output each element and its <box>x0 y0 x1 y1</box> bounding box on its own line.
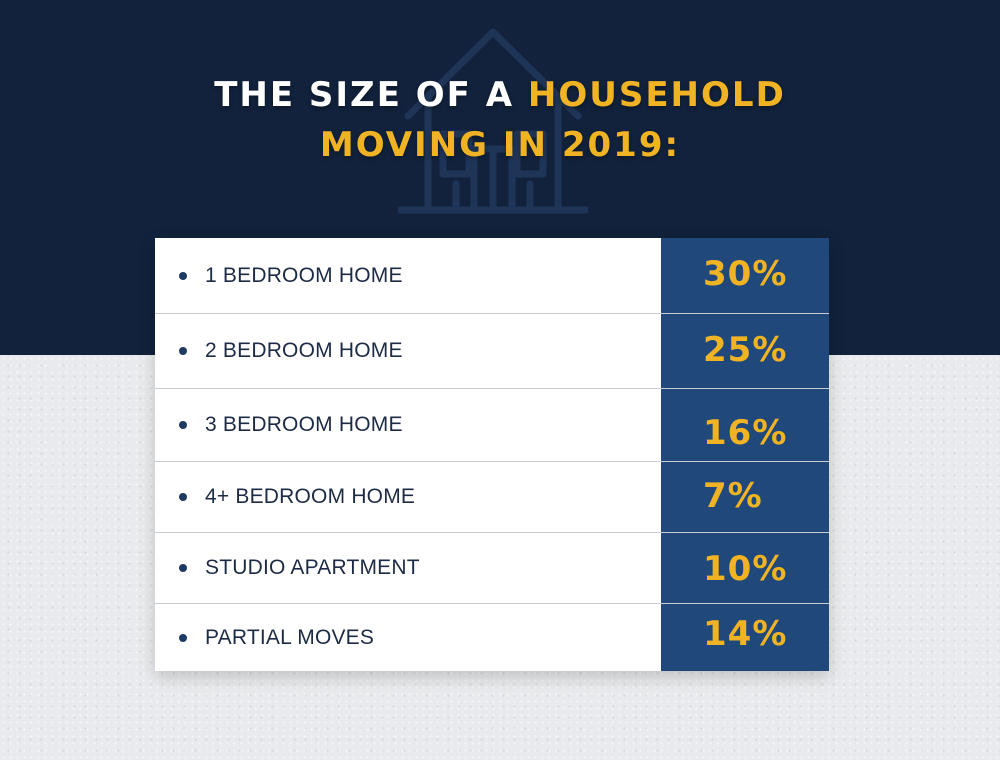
row-value: 16% <box>703 413 788 453</box>
bullet-dot-icon <box>179 421 187 429</box>
row-label-cell: PARTIAL MOVES <box>155 604 661 671</box>
bullet-dot-icon <box>179 564 187 572</box>
row-value: 14% <box>703 614 788 654</box>
bullet-dot-icon <box>179 493 187 501</box>
table-row: PARTIAL MOVES 14% <box>155 604 829 671</box>
row-label: PARTIAL MOVES <box>205 625 375 649</box>
row-value: 10% <box>703 549 788 589</box>
row-label-cell: STUDIO APARTMENT <box>155 533 661 603</box>
row-label-cell: 3 BEDROOM HOME <box>155 389 661 461</box>
row-value: 25% <box>703 330 788 370</box>
row-label-cell: 1 BEDROOM HOME <box>155 238 661 313</box>
row-value-cell: 25% <box>661 314 829 388</box>
row-value: 7% <box>703 476 763 516</box>
bullet-dot-icon <box>179 271 187 280</box>
title-line-2: MOVING IN 2019: <box>319 125 681 165</box>
title-part-white: THE SIZE OF A <box>214 75 515 115</box>
row-label-cell: 2 BEDROOM HOME <box>155 314 661 388</box>
title-part-gold: HOUSEHOLD <box>527 75 786 115</box>
household-size-table: 1 BEDROOM HOME 30% 2 BEDROOM HOME 25% 3 BEDR… <box>155 238 829 671</box>
house-outline-icon <box>398 28 588 214</box>
table-row: STUDIO APARTMENT 10% <box>155 533 829 604</box>
row-value-cell: 14% <box>661 604 829 671</box>
row-value: 30% <box>703 254 788 294</box>
page-title: THE SIZE OF A HOUSEHOLD MOVING IN 2019: <box>0 70 1000 170</box>
row-label: 4+ BEDROOM HOME <box>205 485 416 508</box>
bullet-dot-icon <box>179 347 187 355</box>
table-row: 2 BEDROOM HOME 25% <box>155 314 829 389</box>
row-label: 2 BEDROOM HOME <box>205 339 403 362</box>
table-row: 4+ BEDROOM HOME 7% <box>155 462 829 533</box>
table-row: 3 BEDROOM HOME 16% <box>155 389 829 462</box>
bullet-dot-icon <box>179 633 187 642</box>
row-label: 3 BEDROOM HOME <box>205 413 403 436</box>
row-label: STUDIO APARTMENT <box>205 556 420 579</box>
row-label: 1 BEDROOM HOME <box>205 263 403 287</box>
table-row: 1 BEDROOM HOME 30% <box>155 238 829 314</box>
row-value-cell: 30% <box>661 238 829 313</box>
row-value-cell: 10% <box>661 533 829 603</box>
row-value-cell: 7% <box>661 462 829 532</box>
row-value-cell: 16% <box>661 389 829 461</box>
row-label-cell: 4+ BEDROOM HOME <box>155 462 661 532</box>
